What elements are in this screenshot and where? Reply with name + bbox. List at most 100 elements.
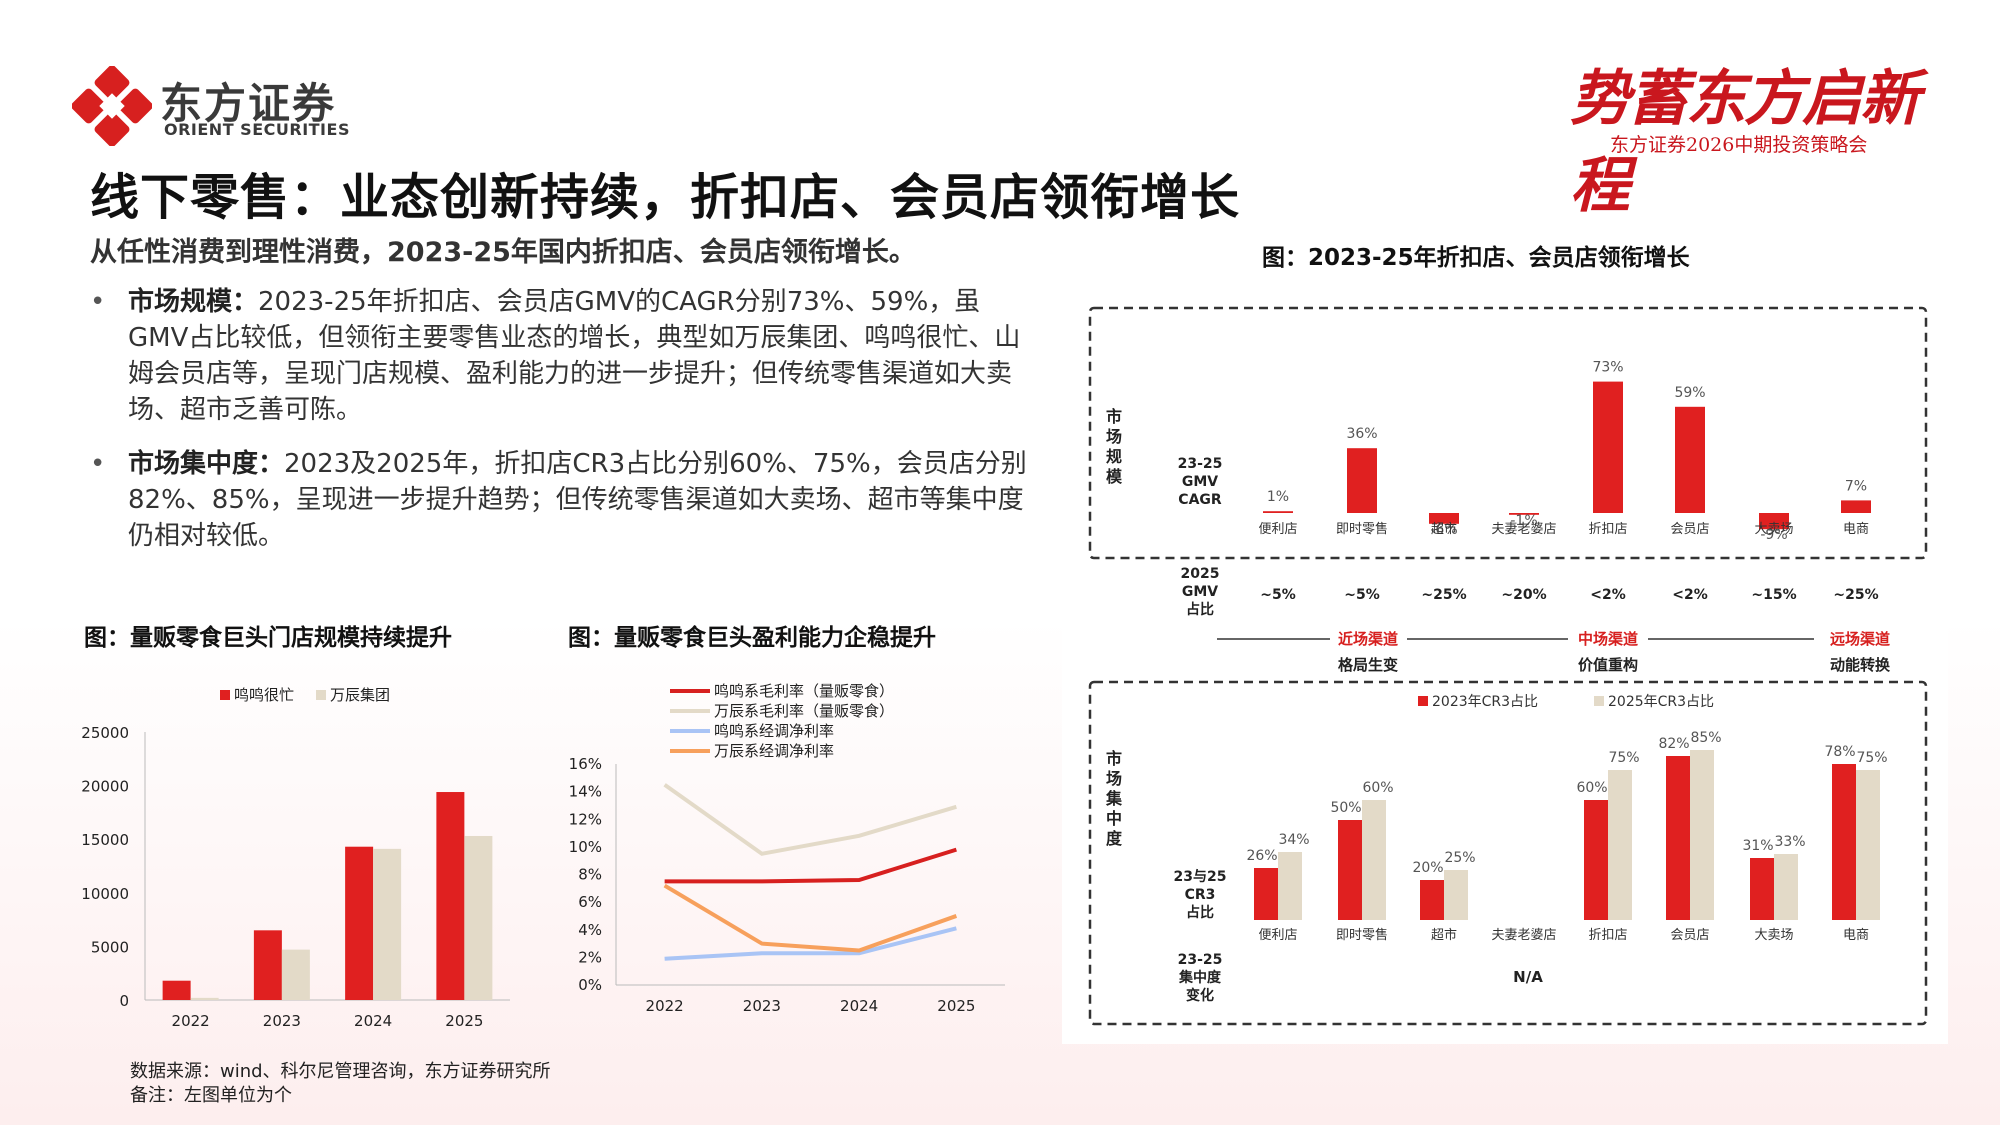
row-label: CR3 — [1185, 887, 1216, 903]
category-label: 大卖场 — [1754, 928, 1793, 943]
line-series-0 — [664, 847, 957, 884]
legend-label: 鸣鸣很忙 — [234, 686, 294, 704]
x-tick-label: 2024 — [840, 997, 878, 1015]
y-tick-label: 15000 — [81, 831, 129, 849]
row-label: 2025 — [1181, 566, 1220, 582]
line-series-1 — [663, 783, 957, 856]
cr3-bar — [1278, 852, 1302, 920]
gmv-cagr-bar — [1509, 513, 1539, 515]
y-tick-label: 8% — [578, 866, 602, 884]
x-tick-label: 2024 — [354, 1012, 392, 1030]
bar-万辰集团 — [464, 835, 493, 1000]
bar-万辰集团 — [190, 997, 219, 1000]
bar-鸣鸣很忙 — [345, 846, 374, 1000]
bullet-head: 市场规模： — [128, 287, 259, 317]
category-label: 夫妻老婆店 — [1491, 928, 1556, 943]
channel-desc: 格局生变 — [1338, 656, 1398, 674]
channel-desc: 价值重构 — [1578, 656, 1638, 674]
logo-text-en: ORIENT SECURITIES — [164, 120, 350, 139]
row-label: CAGR — [1178, 492, 1222, 508]
row-label: GMV — [1182, 584, 1218, 600]
value-label: 7% — [1845, 478, 1867, 494]
gmv-share-value: ~20% — [1501, 587, 1546, 603]
fig1-title: 图：量贩零食巨头门店规模持续提升 — [84, 625, 452, 651]
y-tick-label: 10% — [569, 838, 602, 856]
bottom-panel-border — [1088, 680, 1928, 1026]
row-label: 23与25 — [1174, 869, 1227, 885]
gmv-cagr-bar — [1593, 381, 1623, 513]
bar-鸣鸣很忙 — [253, 930, 282, 1000]
cr3-bar — [1774, 854, 1798, 920]
category-label: 折扣店 — [1588, 522, 1627, 537]
row-label: 占比 — [1186, 904, 1214, 921]
legend-label: 2023年CR3占比 — [1432, 694, 1538, 710]
cr3-bar — [1338, 820, 1362, 920]
fig3-title: 图：2023-25年折扣店、会员店领衔增长 — [1262, 245, 1690, 271]
side-label-char: 度 — [1106, 829, 1123, 848]
right-panel: 市场规模市场集中度 23-25 GMV CAGR 2025 GMV 占比 1% 便利店 ~5% 36… — [1062, 280, 1948, 1044]
line-series-2 — [664, 926, 957, 961]
store-count-chart: 0 5000 10000 15000 20000 25000 2022 2023 2024 202… — [81, 686, 510, 1030]
gmv-share-value: ~15% — [1751, 587, 1796, 603]
value-label: 25% — [1444, 850, 1475, 866]
value-label: 36% — [1346, 426, 1377, 442]
page-title: 线下零售：业态创新持续，折扣店、会员店领衔增长 — [90, 169, 1241, 226]
cr3-bar — [1362, 800, 1386, 920]
value-label: 73% — [1592, 360, 1623, 376]
cr3-bar — [1420, 880, 1444, 920]
legend-label: 鸣鸣系经调净利率 — [714, 722, 834, 740]
side-label-char: 中 — [1106, 809, 1122, 828]
y-tick-label: 14% — [569, 783, 602, 801]
legend-swatch — [220, 690, 230, 700]
gmv-share-value: <2% — [1672, 587, 1708, 603]
source-note: 数据来源：wind、科尔尼管理咨询，东方证券研究所 备注：左图单位为个 — [130, 1060, 551, 1108]
top-panel-border — [1088, 306, 1928, 560]
category-label: 便利店 — [1258, 928, 1297, 943]
value-label: -1% — [1510, 513, 1537, 529]
bar-万辰集团 — [373, 848, 402, 1000]
channel-growth-chart: 市场规模市场集中度23-25GMVCAGR2025GMV占比1%便利店~5%36… — [1088, 306, 1928, 1026]
value-label: -9% — [1760, 527, 1787, 543]
cr3-bar — [1832, 764, 1856, 920]
category-label: 会员店 — [1670, 928, 1709, 943]
category-label: 即时零售 — [1336, 521, 1388, 537]
category-label: 即时零售 — [1336, 927, 1388, 943]
y-tick-label: 0 — [119, 992, 129, 1010]
channel-name: 远场渠道 — [1830, 630, 1890, 648]
concentration-change-value: N/A — [1513, 968, 1543, 986]
value-label: 60% — [1576, 780, 1607, 796]
remark-line: 备注：左图单位为个 — [130, 1085, 292, 1106]
channel-name: 中场渠道 — [1578, 630, 1638, 648]
side-label-char: 模 — [1106, 467, 1123, 486]
value-label: 85% — [1690, 730, 1721, 746]
bar-鸣鸣很忙 — [436, 792, 465, 1000]
bar-万辰集团 — [281, 949, 310, 1000]
value-label: 33% — [1774, 834, 1805, 850]
y-tick-label: 16% — [569, 755, 602, 773]
value-label: 34% — [1278, 832, 1309, 848]
row-label: 变化 — [1186, 987, 1214, 1004]
bar-鸣鸣很忙 — [162, 980, 191, 1000]
gmv-share-value: ~5% — [1260, 587, 1296, 603]
bullet-concentration: 市场集中度：2023及2025年，折扣店CR3占比分别60%、75%，会员店分别… — [90, 446, 1030, 554]
value-label: 31% — [1742, 838, 1773, 854]
cr3-bar — [1254, 868, 1278, 920]
gmv-share-value: ~5% — [1344, 587, 1380, 603]
y-tick-label: 2% — [578, 948, 602, 966]
legend-label: 2025年CR3占比 — [1608, 694, 1714, 710]
channel-desc: 动能转换 — [1830, 656, 1891, 674]
cr3-bar — [1750, 858, 1774, 920]
side-label-char: 市 — [1106, 749, 1122, 768]
category-label: 超市 — [1431, 927, 1457, 943]
x-tick-label: 2025 — [937, 997, 975, 1015]
value-label: 1% — [1267, 489, 1289, 505]
x-tick-label: 2025 — [445, 1012, 483, 1030]
x-tick-label: 2023 — [263, 1012, 301, 1030]
side-label-char: 场 — [1106, 427, 1122, 446]
value-label: 59% — [1674, 385, 1705, 401]
category-label: 便利店 — [1258, 522, 1297, 537]
bullet-market-size: 市场规模：2023-25年折扣店、会员店GMV的CAGR分别73%、59%，虽G… — [90, 284, 1030, 428]
row-label: 占比 — [1186, 601, 1214, 618]
y-tick-label: 4% — [578, 921, 602, 939]
side-label-char: 集 — [1105, 789, 1123, 808]
